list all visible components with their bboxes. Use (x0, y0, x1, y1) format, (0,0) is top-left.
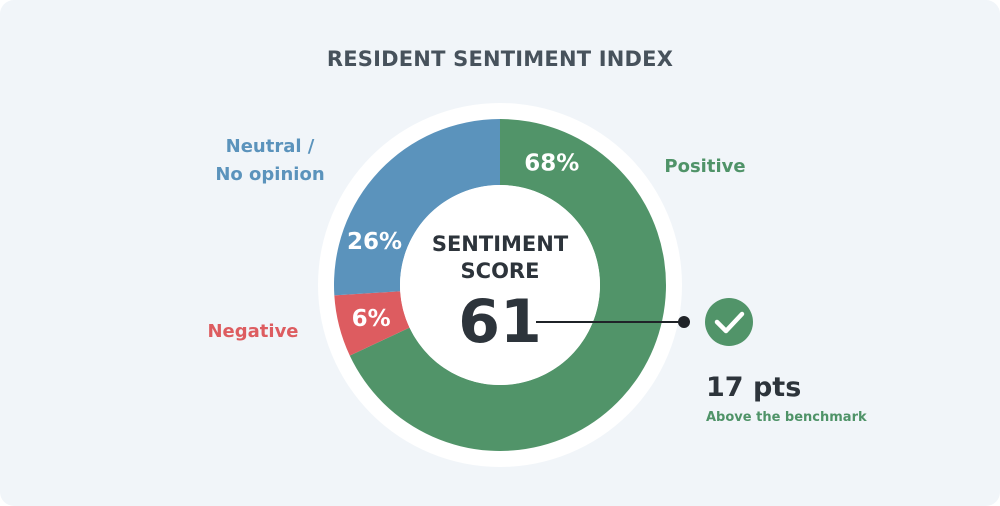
legend-label-positive: Positive (664, 156, 746, 177)
donut-slice-positive (349, 119, 666, 451)
chart-title: RESIDENT SENTIMENT INDEX (326, 47, 674, 71)
center-score-value: 61 (458, 287, 542, 357)
center-label-line2: SCORE (461, 259, 540, 283)
callout-value: 17 pts (706, 372, 802, 403)
donut-slice-negative (334, 291, 410, 356)
donut-hole (400, 185, 600, 385)
donut-slice-neutral (334, 119, 500, 296)
slice-label-positive: 68% (524, 150, 579, 176)
check-circle-icon (705, 298, 753, 346)
center-label-line1: SENTIMENT (432, 232, 569, 256)
slice-label-negative: 6% (352, 306, 391, 332)
slice-label-neutral: 26% (347, 229, 402, 255)
legend-label-neutral: Neutral / No opinion (190, 133, 350, 189)
legend-label-neutral-line1: Neutral / (225, 136, 315, 157)
legend-label-negative: Negative (207, 321, 299, 342)
callout-dot (678, 316, 690, 328)
callout-caption: Above the benchmark (706, 410, 867, 425)
legend-label-neutral-line2: No opinion (215, 164, 325, 185)
